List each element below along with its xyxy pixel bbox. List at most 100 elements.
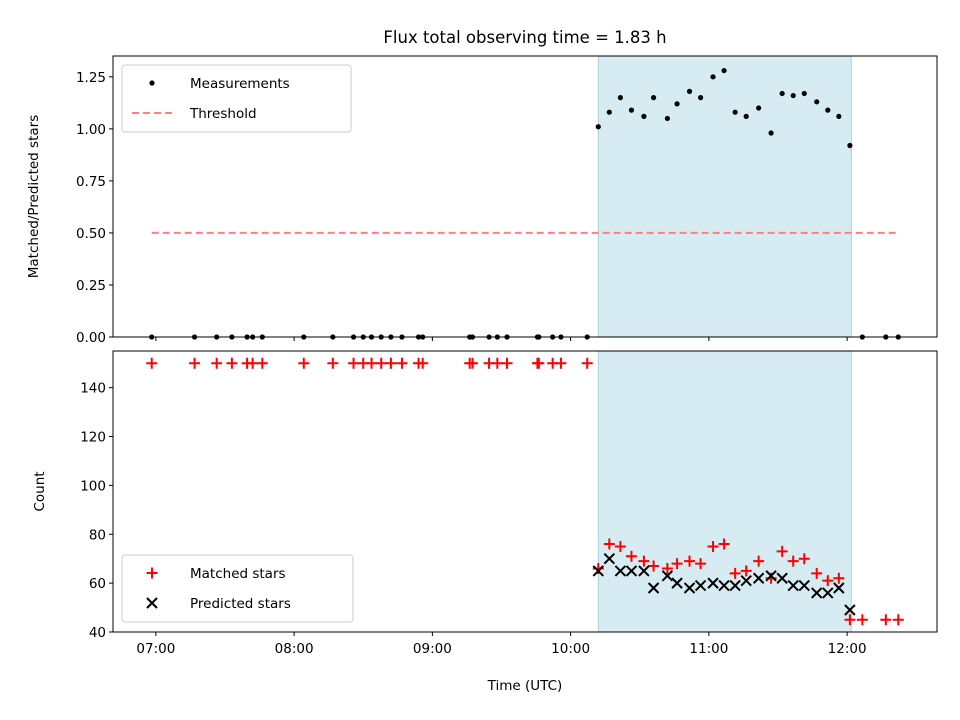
predicted-stars-point: [822, 587, 834, 599]
matched-stars-point: [822, 575, 834, 587]
matched-stars-point: [348, 357, 360, 369]
matched-stars-point: [798, 553, 810, 565]
y-tick-label: 1.00: [76, 122, 106, 138]
matched-stars-point: [366, 357, 378, 369]
chart-title: Flux total observing time = 1.83 h: [383, 28, 666, 47]
matched-stars-point: [787, 555, 799, 567]
y-tick-label: 140: [80, 381, 106, 397]
y-tick-label: 0.00: [76, 330, 106, 346]
predicted-stars-point: [592, 565, 604, 577]
bottom-legend: Matched stars Predicted stars: [121, 554, 354, 623]
matched-stars-point: [327, 357, 339, 369]
matched-stars-point: [671, 558, 683, 570]
measurement-point: [617, 95, 623, 101]
predicted-stars-point: [798, 579, 810, 592]
matched-stars-point: [614, 540, 626, 552]
bottom-axes-frame: [112, 350, 938, 633]
matched-stars-point: [256, 357, 268, 369]
matched-stars-point: [555, 357, 567, 369]
bottom-legend-box: [121, 554, 354, 623]
predicted-stars-point: [752, 572, 765, 584]
matched-stars-point: [880, 614, 892, 626]
x-tick-label: 07:00: [136, 641, 175, 657]
bottom-axes: 40 60 80 100 120 140 07:00 08:00 09:00 10:00 11:0…: [32, 350, 938, 694]
measurement-point: [710, 74, 716, 80]
y-tick-label: 0.50: [76, 226, 106, 242]
predicted-stars-point: [647, 582, 660, 594]
measurement-point: [674, 101, 680, 107]
predicted-stars-point: [694, 579, 707, 592]
measurement-point: [836, 113, 842, 119]
matched-stars-point: [417, 357, 429, 369]
measurement-point: [664, 115, 671, 122]
y-tick-label: 1.25: [76, 70, 106, 86]
measurement-point: [697, 95, 704, 101]
matched-stars-point: [466, 357, 478, 369]
measurement-point: [814, 99, 820, 105]
x-tick-label: 09:00: [413, 641, 452, 657]
predicted-stars-point: [833, 582, 845, 594]
bottom-y-ticks: 40 60 80 100 120 140: [80, 381, 113, 641]
y-tick-label: 60: [89, 576, 106, 592]
matched-stars-point: [707, 540, 719, 552]
measurement-point: [825, 107, 831, 113]
matched-stars-point: [247, 357, 259, 369]
top-legend: Measurements Threshold: [121, 64, 352, 133]
matched-stars-point: [661, 562, 673, 574]
predicted-stars-point: [844, 604, 856, 616]
top-axes-frame: [112, 55, 938, 338]
top-x-ticks: [155, 337, 848, 341]
matched-stars-point: [226, 357, 238, 369]
x-tick-label: 12:00: [828, 641, 867, 657]
top-y-ticks: 0.00 0.25 0.50 0.75 1.00 1.25: [76, 70, 113, 346]
top-y-axis-label: Matched/Predicted stars: [26, 115, 42, 278]
measurement-point: [641, 113, 647, 119]
observing-window-shade: [597, 55, 852, 338]
measurement-point: [595, 124, 601, 130]
predicted-stars-point: [740, 574, 752, 587]
predicted-stars-point: [707, 577, 719, 589]
matched-stars-point: [753, 555, 765, 567]
matched-stars-point: [718, 538, 730, 550]
top-axes: 0.00 0.25 0.50 0.75 1.00 1.25 Flux total obse…: [26, 28, 938, 346]
matched-stars-point: [491, 357, 503, 369]
legend-marker-matched: [146, 567, 158, 579]
y-tick-label: 0.75: [76, 174, 106, 190]
y-tick-label: 80: [89, 527, 106, 543]
predicted-stars-point: [787, 579, 799, 592]
matched-stars-point: [375, 357, 387, 369]
matched-stars-point: [638, 555, 650, 567]
matched-stars-point: [648, 560, 660, 572]
matched-stars-point: [581, 357, 593, 369]
measurement-point: [847, 142, 853, 149]
predicted-stars-point: [776, 572, 788, 584]
measurement-point: [756, 105, 762, 111]
measurement-point: [779, 90, 785, 97]
matched-stars-point: [892, 614, 904, 626]
x-axis-label: Time (UTC): [487, 678, 563, 694]
legend-label-predicted: Predicted stars: [190, 596, 291, 612]
predicted-stars-point: [638, 565, 650, 577]
matched-stars-point: [298, 357, 310, 369]
y-tick-label: 100: [80, 478, 106, 494]
predicted-stars-point: [671, 577, 683, 589]
predicted-stars-point: [614, 565, 627, 577]
matched-stars-point: [603, 538, 615, 550]
matched-stars-point: [695, 558, 707, 570]
measurement-point: [768, 130, 774, 136]
measurement-point: [686, 88, 693, 94]
matched-stars-point: [776, 545, 788, 557]
bottom-y-axis-label: Count: [32, 471, 48, 511]
predicted-stars-point: [625, 565, 638, 577]
legend-marker-measurements: [149, 80, 155, 86]
matched-stars-point: [833, 572, 845, 584]
y-tick-label: 0.25: [76, 278, 106, 294]
predicted-stars-point: [729, 579, 741, 592]
legend-label-threshold: Threshold: [189, 106, 257, 122]
predicted-stars-point: [718, 579, 730, 592]
measurement-point: [743, 113, 749, 119]
matched-stars-point: [211, 357, 223, 369]
measurement-point: [650, 95, 657, 101]
legend-marker-predicted: [146, 597, 158, 609]
